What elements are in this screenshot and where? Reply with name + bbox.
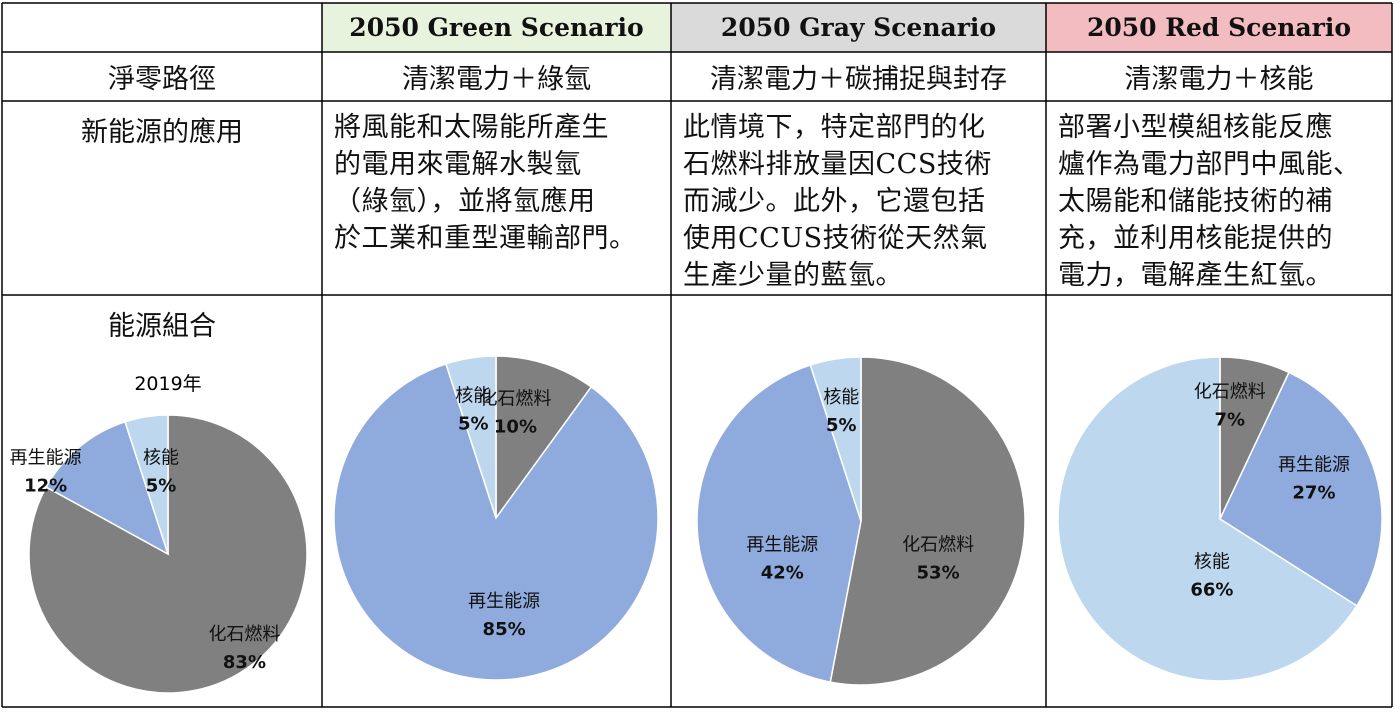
application-gray-line: 此情境下，特定部門的化: [683, 112, 986, 143]
application-gray-line: 石燃料排放量因CCS技術: [683, 149, 992, 180]
application-green-line: （綠氫），並將氫應用: [334, 186, 596, 217]
slice-value-label: 66%: [1190, 580, 1233, 601]
slice-category-label: 再生能源: [1278, 454, 1350, 475]
slice-value-label: 83%: [223, 652, 266, 673]
row-label-pathway: 淨零路徑: [108, 64, 216, 95]
header-red-scenario: 2050 Red Scenario: [1086, 13, 1352, 42]
pie-slice: [333, 362, 659, 681]
slice-value-label: 42%: [761, 563, 804, 584]
slice-category-label: 化石燃料: [479, 389, 551, 410]
pie-slice: [28, 414, 308, 694]
slice-value-label: 7%: [1214, 410, 1245, 431]
pie-slice: [696, 364, 862, 683]
pie-svg-green: 化石燃料 10% 再生能源 85% 核能 5%: [333, 355, 659, 681]
pie-chart-2019: 化石燃料 83% 再生能源 12% 核能 5% 2019年: [2, 360, 322, 705]
row-label-application: 新能源的應用: [81, 117, 243, 148]
slice-category-label: 核能: [455, 385, 491, 406]
pathway-green: 清潔電力＋綠氫: [402, 64, 591, 95]
application-gray: 此情境下，特定部門的化 石燃料排放量因CCS技術 而減少。此外，它還包括 使用C…: [671, 101, 1046, 295]
header-bg-gray: [671, 3, 1046, 52]
pie-svg-gray: 化石燃料 53% 再生能源 42% 核能 5%: [696, 356, 1026, 686]
application-green-line: 的電用來電解水製氫: [334, 149, 582, 180]
application-red-line: 部署小型模組核能反應: [1058, 112, 1333, 143]
header-green-scenario: 2050 Green Scenario: [349, 13, 644, 42]
pie-slice: [829, 356, 1026, 686]
application-gray-line: 使用CCUS技術從天然氣: [683, 223, 988, 254]
slice-category-label: 化石燃料: [902, 535, 974, 556]
pie-slice: [444, 355, 497, 519]
pie-svg-red: 化石燃料 7% 再生能源 27% 核能 66%: [1057, 356, 1383, 682]
application-green: 將風能和太陽能所產生 的電用來電解水製氫 （綠氫），並將氫應用 於工業和重型運輸…: [322, 101, 671, 295]
slice-value-label: 5%: [826, 415, 857, 436]
row-label-energy-mix: 能源組合: [108, 311, 216, 342]
application-green-line: 將風能和太陽能所產生: [334, 112, 609, 143]
header-bg-green: [322, 3, 671, 52]
slice-value-label: 53%: [917, 563, 960, 584]
pie-slice: [45, 420, 170, 556]
slice-category-label: 再生能源: [10, 448, 82, 469]
application-red-line: 太陽能和儲能技術的補: [1058, 186, 1333, 217]
slice-category-label: 化石燃料: [208, 624, 280, 645]
pie-chart-gray: 化石燃料 53% 再生能源 42% 核能 5%: [671, 340, 1046, 700]
application-gray-line: 而減少。此外，它還包括: [683, 186, 986, 217]
slice-value-label: 12%: [24, 476, 67, 497]
pie-chart-red: 化石燃料 7% 再生能源 27% 核能 66%: [1046, 340, 1392, 700]
slice-category-label: 核能: [143, 448, 179, 469]
pathway-gray: 清潔電力＋碳捕捉與封存: [710, 64, 1007, 95]
slice-value-label: 27%: [1292, 482, 1335, 503]
pie-slice: [495, 355, 593, 521]
pie-slice: [124, 414, 169, 555]
application-red-line: 爐作為電力部門中風能、: [1058, 149, 1361, 180]
pie-svg-2019: 化石燃料 83% 再生能源 12% 核能 5% 2019年: [10, 373, 308, 694]
application-gray-line: 生產少量的藍氫。: [683, 260, 903, 291]
slice-category-label: 核能: [823, 387, 859, 408]
pathway-red: 清潔電力＋核能: [1124, 64, 1314, 95]
slice-value-label: 5%: [458, 413, 489, 434]
slice-category-label: 再生能源: [746, 535, 818, 556]
header-gray-scenario: 2050 Gray Scenario: [720, 13, 997, 42]
slice-value-label: 85%: [483, 619, 526, 640]
pie-chart-green: 化石燃料 10% 再生能源 85% 核能 5%: [322, 340, 671, 700]
slice-category-label: 再生能源: [468, 591, 540, 612]
chart-title: 2019年: [134, 373, 201, 395]
pie-slice: [809, 356, 862, 522]
slice-category-label: 化石燃料: [1194, 382, 1266, 403]
application-red-line: 電力，電解產生紅氫。: [1058, 260, 1333, 291]
header-bg-red: [1046, 3, 1392, 52]
application-red: 部署小型模組核能反應 爐作為電力部門中風能、 太陽能和儲能技術的補 充，並利用核…: [1046, 101, 1392, 295]
pie-slice: [1057, 356, 1358, 682]
slice-value-label: 10%: [494, 417, 537, 438]
pie-slice: [1219, 371, 1383, 607]
application-green-line: 於工業和重型運輸部門。: [334, 223, 637, 254]
slice-category-label: 核能: [1194, 552, 1230, 573]
application-red-line: 充，並利用核能提供的: [1058, 223, 1333, 254]
slice-value-label: 5%: [146, 476, 177, 497]
